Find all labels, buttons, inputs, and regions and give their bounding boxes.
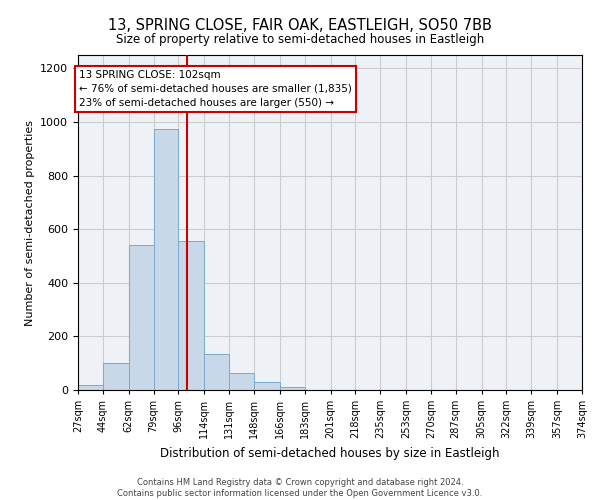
Bar bbox=[129, 246, 154, 390]
Bar bbox=[254, 382, 280, 390]
Text: Size of property relative to semi-detached houses in Eastleigh: Size of property relative to semi-detach… bbox=[116, 32, 484, 46]
Bar bbox=[154, 128, 178, 390]
Y-axis label: Number of semi-detached properties: Number of semi-detached properties bbox=[25, 120, 35, 326]
Bar bbox=[178, 242, 205, 390]
Bar bbox=[78, 384, 103, 390]
Bar bbox=[205, 354, 229, 390]
Bar bbox=[280, 388, 305, 390]
Text: 13, SPRING CLOSE, FAIR OAK, EASTLEIGH, SO50 7BB: 13, SPRING CLOSE, FAIR OAK, EASTLEIGH, S… bbox=[108, 18, 492, 32]
Text: 13 SPRING CLOSE: 102sqm
← 76% of semi-detached houses are smaller (1,835)
23% of: 13 SPRING CLOSE: 102sqm ← 76% of semi-de… bbox=[79, 70, 352, 108]
Text: Contains HM Land Registry data © Crown copyright and database right 2024.
Contai: Contains HM Land Registry data © Crown c… bbox=[118, 478, 482, 498]
X-axis label: Distribution of semi-detached houses by size in Eastleigh: Distribution of semi-detached houses by … bbox=[160, 446, 500, 460]
Bar bbox=[229, 374, 254, 390]
Bar bbox=[103, 363, 129, 390]
